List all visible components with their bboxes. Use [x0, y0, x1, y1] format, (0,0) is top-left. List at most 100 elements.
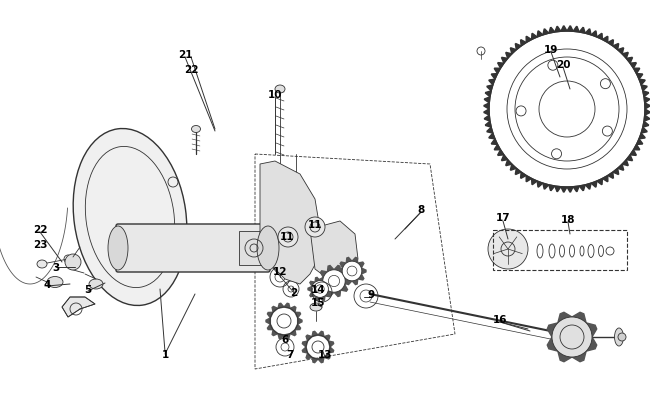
Ellipse shape [89, 279, 103, 289]
Text: 14: 14 [311, 284, 325, 294]
Polygon shape [572, 313, 586, 323]
Polygon shape [532, 34, 537, 41]
Ellipse shape [614, 328, 623, 346]
Polygon shape [547, 337, 558, 351]
Polygon shape [341, 271, 348, 278]
Polygon shape [325, 292, 330, 297]
Polygon shape [320, 278, 325, 283]
Polygon shape [506, 160, 512, 166]
Circle shape [323, 270, 345, 292]
Polygon shape [558, 313, 572, 323]
Ellipse shape [275, 86, 285, 94]
Polygon shape [591, 32, 597, 38]
Polygon shape [328, 287, 332, 292]
FancyBboxPatch shape [116, 224, 270, 272]
Polygon shape [515, 169, 521, 175]
Polygon shape [579, 185, 585, 191]
Polygon shape [627, 58, 632, 64]
Polygon shape [567, 187, 573, 192]
Polygon shape [302, 341, 307, 347]
Circle shape [618, 333, 626, 341]
Polygon shape [532, 179, 537, 185]
Text: 16: 16 [493, 314, 507, 324]
Polygon shape [320, 271, 328, 278]
Polygon shape [526, 176, 532, 182]
Polygon shape [267, 324, 273, 330]
Ellipse shape [108, 226, 128, 270]
Polygon shape [639, 134, 645, 139]
Polygon shape [515, 45, 521, 51]
Polygon shape [298, 318, 302, 324]
Ellipse shape [37, 260, 47, 269]
Circle shape [278, 228, 298, 247]
Polygon shape [358, 274, 364, 280]
Polygon shape [502, 58, 508, 64]
Polygon shape [484, 98, 490, 104]
Polygon shape [643, 122, 649, 128]
Polygon shape [573, 187, 579, 192]
Polygon shape [618, 49, 623, 55]
Polygon shape [310, 222, 358, 284]
Polygon shape [510, 49, 516, 55]
Polygon shape [645, 104, 650, 110]
Polygon shape [340, 274, 346, 280]
Polygon shape [489, 80, 495, 86]
Polygon shape [561, 27, 567, 32]
Polygon shape [328, 290, 334, 297]
Text: 21: 21 [177, 50, 192, 60]
Polygon shape [320, 285, 328, 292]
Polygon shape [627, 156, 632, 161]
Polygon shape [290, 330, 296, 336]
Text: 11: 11 [280, 231, 294, 241]
Polygon shape [318, 358, 324, 363]
Polygon shape [260, 162, 320, 284]
Circle shape [552, 317, 592, 357]
Polygon shape [361, 268, 366, 274]
Polygon shape [62, 297, 95, 317]
Text: 10: 10 [268, 90, 282, 100]
Polygon shape [306, 353, 312, 359]
Circle shape [342, 262, 362, 281]
Polygon shape [603, 37, 608, 43]
Polygon shape [310, 292, 315, 297]
Polygon shape [543, 184, 549, 190]
Polygon shape [290, 307, 296, 313]
Polygon shape [487, 86, 493, 92]
Polygon shape [484, 104, 489, 110]
Polygon shape [491, 75, 497, 80]
Polygon shape [284, 334, 290, 339]
Polygon shape [484, 116, 490, 122]
Polygon shape [495, 69, 501, 75]
Polygon shape [537, 32, 543, 38]
Polygon shape [502, 156, 508, 161]
Polygon shape [315, 278, 320, 283]
Polygon shape [630, 64, 636, 69]
Polygon shape [585, 184, 591, 190]
Polygon shape [340, 262, 346, 268]
Text: 22: 22 [32, 224, 47, 234]
Text: 11: 11 [307, 220, 322, 230]
Ellipse shape [73, 129, 187, 306]
Polygon shape [295, 324, 300, 330]
Polygon shape [547, 323, 558, 337]
Polygon shape [272, 307, 278, 313]
Polygon shape [644, 116, 649, 122]
Polygon shape [325, 281, 330, 287]
Polygon shape [561, 187, 567, 192]
Polygon shape [630, 150, 636, 156]
Polygon shape [636, 139, 642, 145]
Polygon shape [613, 169, 619, 175]
Ellipse shape [47, 277, 63, 288]
Polygon shape [613, 45, 619, 51]
Polygon shape [491, 139, 497, 145]
Polygon shape [644, 98, 649, 104]
Polygon shape [555, 28, 561, 33]
Ellipse shape [257, 226, 279, 270]
Polygon shape [266, 318, 270, 324]
Polygon shape [312, 358, 318, 363]
Polygon shape [573, 28, 579, 33]
Polygon shape [495, 145, 501, 151]
Circle shape [305, 217, 325, 237]
Ellipse shape [310, 303, 322, 311]
Polygon shape [324, 335, 330, 341]
